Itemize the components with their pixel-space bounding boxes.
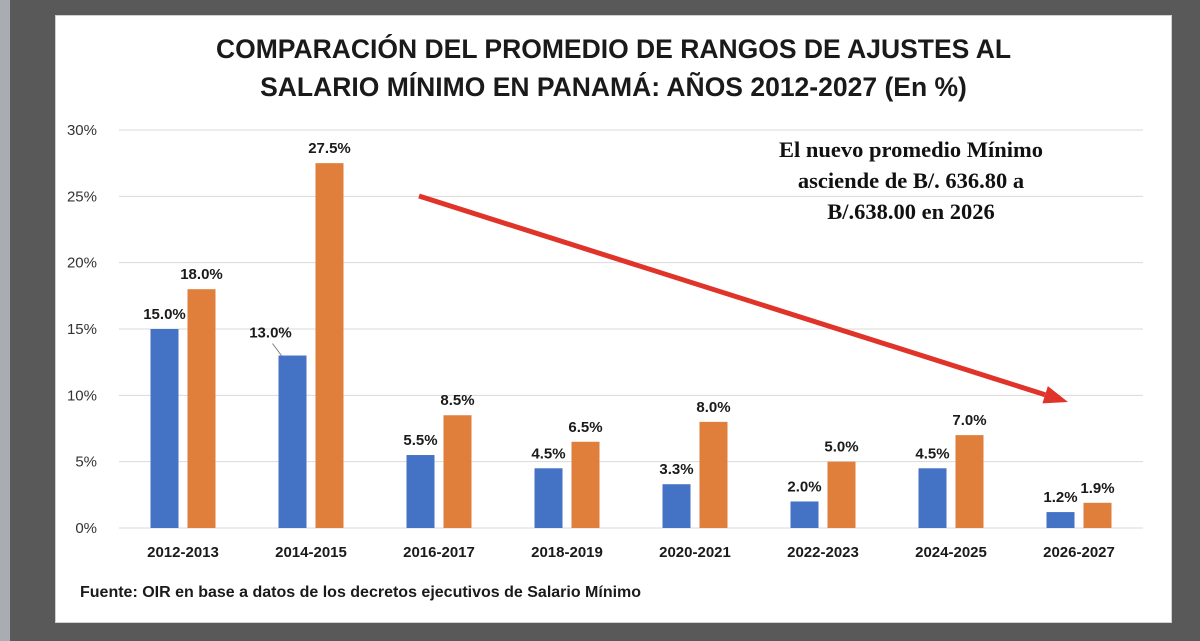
data-label: 7.0% [952,412,986,429]
data-label: 3.3% [659,461,693,478]
x-tick-label: 2024-2025 [915,544,987,561]
x-tick-label: 2022-2023 [787,544,859,561]
source-note: Fuente: OIR en base a datos de los decre… [80,584,642,601]
bar-chart: 0% 5% 10% 15% 20% 25% 30% 15.0% 18.0% 2012-2013 13… [67,122,1143,561]
bar [534,468,563,528]
data-label: 2.0% [787,478,821,495]
data-label: 6.5% [568,419,602,436]
bar [443,415,472,528]
annotation-line-3: B/.638.00 en 2026 [827,199,995,224]
data-label: 1.2% [1043,489,1077,506]
data-label: 13.0% [249,325,292,342]
bar [699,421,728,528]
chart-title-line-2: SALARIO MÍNIMO EN PANAMÁ: AÑOS 2012-2027… [260,72,967,102]
y-tick-label: 10% [67,387,97,404]
x-tick-label: 2026-2027 [1043,544,1115,561]
annotation-line-1: El nuevo promedio Mínimo [779,137,1043,162]
data-label: 4.5% [915,445,949,462]
chart-title: COMPARACIÓN DEL PROMEDIO DE RANGOS DE AJ… [56,30,1171,106]
x-tick-label: 2014-2015 [275,544,347,561]
trend-arrow-head [1042,386,1068,404]
bar [278,355,307,528]
data-label: 27.5% [308,140,351,157]
data-label: 18.0% [180,266,223,283]
data-label: 5.0% [824,439,858,456]
bar [1083,502,1112,528]
bar [790,501,819,528]
y-tick-label: 25% [67,188,97,205]
bar [827,461,856,528]
chart-annotation: El nuevo promedio Mínimo asciende de B/.… [716,134,1106,227]
data-label: 15.0% [143,306,186,323]
chart-title-line-1: COMPARACIÓN DEL PROMEDIO DE RANGOS DE AJ… [215,34,1012,64]
data-label: 4.5% [531,445,565,462]
data-label: 5.5% [403,432,437,449]
data-label-leader [272,343,282,356]
window-edge-strip [0,0,10,641]
bar [1046,512,1075,528]
data-label: 8.0% [696,399,730,416]
x-tick-label: 2018-2019 [531,544,603,561]
x-tick-label: 2012-2013 [147,544,219,561]
bar [918,468,947,528]
bar [150,329,179,528]
bar [406,455,435,528]
data-label: 1.9% [1080,480,1114,497]
bar [571,441,600,528]
bar [187,289,216,528]
data-label: 8.5% [440,392,474,409]
y-tick-label: 0% [75,520,97,537]
annotation-line-2: asciende de B/. 636.80 a [797,168,1025,193]
bar [315,163,344,528]
bar [662,484,691,528]
y-tick-label: 5% [75,454,97,471]
y-tick-label: 30% [67,122,97,139]
x-tick-label: 2016-2017 [403,544,475,561]
chart-card: COMPARACIÓN DEL PROMEDIO DE RANGOS DE AJ… [55,15,1172,623]
y-tick-label: 20% [67,255,97,272]
trend-arrow-line [418,193,1046,398]
bar [955,435,984,528]
y-tick-label: 15% [67,321,97,338]
x-tick-label: 2020-2021 [659,544,731,561]
